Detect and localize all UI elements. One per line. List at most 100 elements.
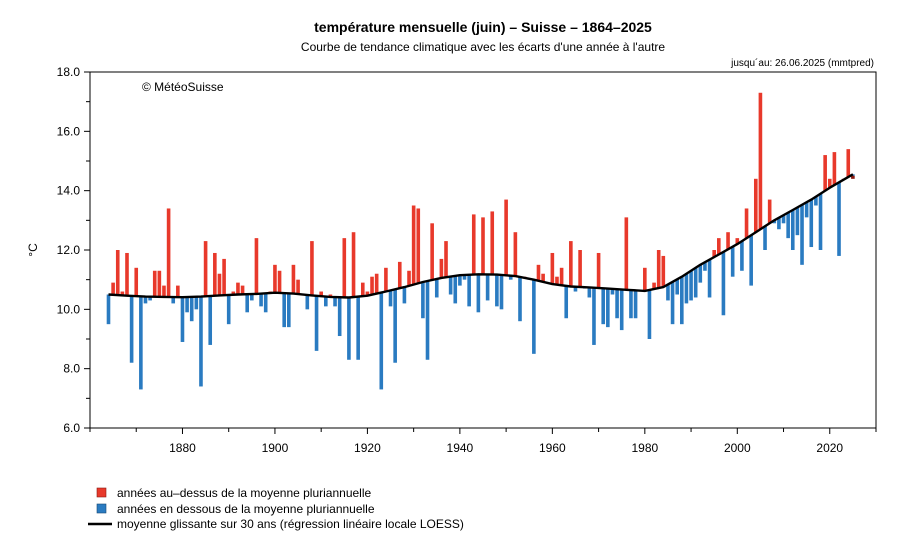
y-tick-label-16: 16.0: [57, 124, 81, 138]
bar-1947: [490, 211, 495, 275]
bar-1882: [189, 296, 194, 322]
bar-1971: [601, 288, 606, 325]
bar-1966: [578, 250, 582, 287]
bar-1902: [282, 293, 286, 328]
bar-2003: [749, 235, 753, 286]
bar-1952: [513, 232, 518, 277]
bar-1881: [185, 297, 189, 313]
bar-1969: [592, 287, 596, 345]
bar-1895: [250, 294, 254, 301]
bar-2019: [823, 155, 827, 191]
bar-1880: [180, 297, 185, 342]
bar-2005: [758, 92, 763, 230]
bar-1956: [532, 279, 536, 354]
bar-1987: [675, 279, 679, 295]
bar-1982: [652, 282, 656, 290]
x-tick-label-2000: 2000: [724, 441, 751, 455]
bar-1917: [351, 232, 356, 298]
legend-label-trend: moyenne glissante sur 30 ans (régression…: [117, 517, 464, 531]
bar-2008: [772, 220, 777, 224]
bar-1874: [152, 270, 157, 297]
bar-2015: [804, 202, 809, 218]
bar-1976: [624, 217, 629, 290]
bar-1996: [717, 238, 721, 255]
bar-1974: [615, 289, 619, 319]
y-tick-label-12: 12.0: [57, 243, 81, 257]
legend-label-below: années en dessous de la moyenne pluriann…: [117, 502, 375, 516]
bar-2004: [753, 178, 758, 233]
bar-1957: [536, 264, 541, 281]
bar-1903: [287, 293, 291, 328]
bar-2012: [790, 209, 795, 250]
bar-1889: [222, 258, 226, 296]
bar-1932: [421, 282, 425, 319]
bar-1933: [425, 281, 430, 360]
bar-1980: [643, 267, 647, 291]
bar-1975: [619, 289, 624, 331]
bar-1914: [337, 297, 342, 337]
bar-1965: [573, 286, 578, 292]
bar-1983: [656, 250, 661, 289]
bar-1981: [647, 289, 652, 339]
y-tick-label-6: 6.0: [63, 421, 80, 435]
bar-1984: [661, 255, 666, 288]
bar-1910: [319, 291, 323, 297]
bar-1871: [139, 296, 143, 390]
bar-1876: [162, 285, 166, 297]
legend-swatch-above: [96, 487, 107, 498]
legend-swatch-below: [96, 503, 107, 514]
bar-1887: [213, 252, 217, 296]
bar-1905: [296, 279, 300, 295]
bar-1866: [115, 250, 120, 296]
bar-2014: [800, 204, 804, 265]
y-tick-label-10: 10.0: [57, 302, 81, 316]
x-tick-label-1920: 1920: [354, 441, 381, 455]
bar-1868: [125, 252, 129, 296]
bar-1918: [356, 296, 360, 360]
trend-line: [108, 173, 854, 299]
bar-1926: [393, 289, 397, 363]
bar-1941: [462, 274, 467, 280]
bar-1935: [434, 278, 439, 298]
bar-1928: [402, 287, 407, 304]
bar-1920: [365, 291, 370, 296]
bar-1916: [347, 297, 351, 360]
bar-1875: [157, 270, 162, 297]
bars: [106, 92, 855, 390]
bar-1892: [236, 282, 240, 295]
bar-1964: [569, 241, 573, 287]
bar-2000: [735, 238, 740, 245]
legend: années au–dessus de la moyenne pluriannu…: [88, 486, 464, 531]
y-axis: 6.0 8.0 10.0 12.0 14.0 16.0 18.0: [57, 65, 90, 435]
chart-title: température mensuelle (juin) – Suisse – …: [314, 19, 652, 35]
bar-1958: [541, 273, 545, 282]
bar-1973: [610, 288, 615, 295]
bar-1989: [684, 273, 689, 304]
bar-1888: [217, 273, 222, 296]
bar-1946: [485, 274, 490, 301]
bar-1968: [587, 287, 592, 298]
bar-1879: [176, 285, 180, 298]
bar-1997: [721, 251, 726, 316]
bar-1992: [698, 264, 703, 283]
legend-label-above: années au–dessus de la moyenne pluriannu…: [117, 486, 372, 500]
bar-1937: [444, 241, 448, 278]
bar-1884: [199, 296, 203, 387]
bar-1897: [259, 293, 263, 307]
bar-1907: [305, 294, 310, 310]
bar-1993: [703, 262, 707, 271]
bar-1988: [680, 276, 684, 325]
bar-1978: [633, 290, 638, 319]
bar-1970: [596, 252, 601, 288]
bar-1913: [333, 297, 337, 307]
bar-1999: [730, 246, 735, 277]
bar-1896: [254, 238, 259, 294]
bar-1900: [273, 264, 277, 293]
bar-1977: [629, 290, 633, 319]
bar-1894: [245, 294, 250, 313]
bar-2006: [763, 226, 767, 250]
bar-1951: [508, 275, 513, 280]
bar-1915: [342, 238, 347, 298]
bar-1912: [328, 294, 333, 297]
bar-1938: [448, 276, 453, 295]
